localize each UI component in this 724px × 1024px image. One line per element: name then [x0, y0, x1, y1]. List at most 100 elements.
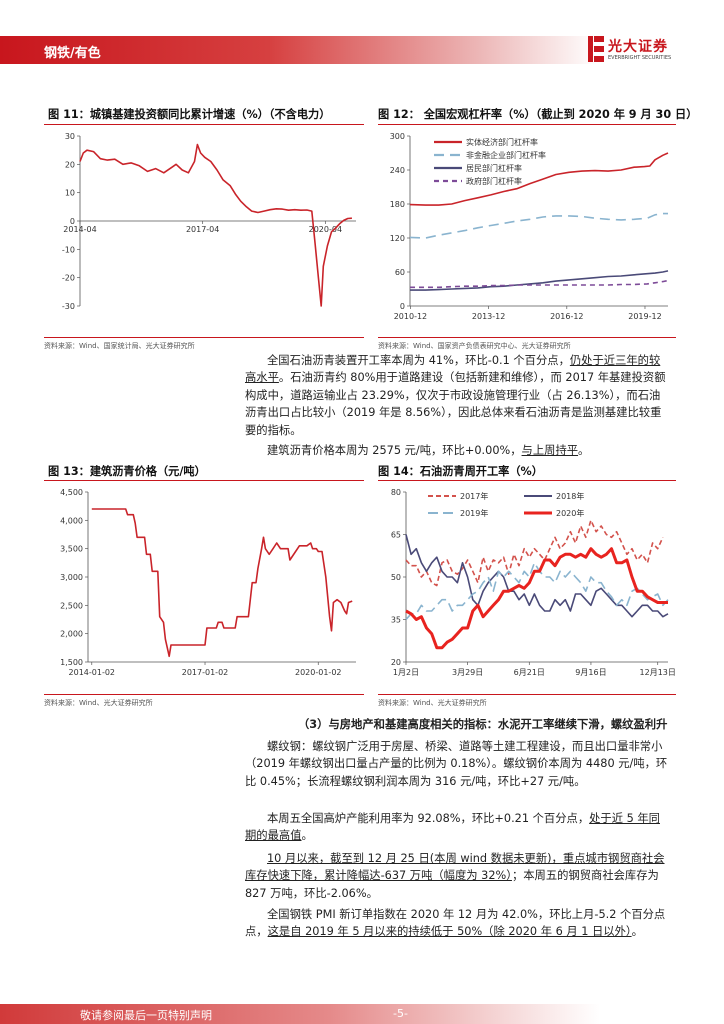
legend-label: 居民部门杠杆率: [466, 163, 522, 173]
fig12-title: 图 12： 全国宏观杠杆率（%）（截止到 2020 年 9 月 30 日）: [378, 108, 698, 121]
fig13-source: 资料来源：Wind、光大证券研究所: [44, 699, 153, 707]
series-line-1: [405, 519, 664, 587]
logo-mark-icon: [588, 36, 604, 62]
y-tick-label: 4,500: [60, 488, 83, 497]
y-tick-label: 10: [65, 189, 75, 198]
section-tag: 钢铁/有色: [44, 46, 101, 61]
x-tick-label: 2020-01-02: [295, 668, 342, 677]
header-band: [0, 36, 598, 64]
series-line-3: [405, 562, 669, 621]
para4-text-a: 本周五全国高炉产能利用率为 92.08%，环比+0.21 个百分点，: [267, 812, 590, 825]
y-tick-label: 300: [390, 132, 405, 141]
legend-label: 政府部门杠杆率: [466, 176, 522, 186]
fig12-source: 资料来源：Wind、国家资产负债表研究中心、光大证券研究所: [378, 342, 571, 350]
y-tick-label: 50: [391, 573, 401, 582]
para4-underline: 处于近 5 年同期的最高值: [245, 812, 660, 843]
x-tick-label: 2014-04: [63, 225, 96, 234]
para5-text-b: ；本周五的钢贸商社会库存为 827 万吨，环比-2.06%。: [245, 869, 659, 900]
x-tick-label: 9月16日: [575, 668, 606, 677]
para1-underline: 仍处于近三年的较高水平: [245, 354, 661, 385]
legend-label: 2017年: [460, 491, 488, 501]
y-tick-label: 2,500: [60, 601, 83, 610]
logo-text-en: EVERBRIGHT SECURITIES: [608, 55, 672, 61]
para2-text-c: 。: [578, 444, 590, 457]
y-tick-label: 2,000: [60, 630, 83, 639]
x-tick-label: 12月13日: [640, 668, 676, 677]
y-tick-label: 3,000: [60, 573, 83, 582]
y-tick-label: 1,500: [60, 658, 83, 667]
series-line-1: [409, 152, 669, 206]
para6-text-a: 全国钢铁 PMI 新订单指数在 2020 年 12 月为 42.0%，环比上月-…: [245, 908, 666, 939]
legend-label: 2020年: [556, 508, 584, 518]
para3-text: 螺纹钢：螺纹钢广泛用于房屋、桥梁、道路等土建工程建设，而且出口量非常小（2019…: [245, 740, 668, 788]
y-tick-label: 0: [400, 302, 405, 311]
para4-text-c: 。: [301, 829, 313, 843]
y-tick-label: 20: [391, 658, 401, 667]
paragraph-blast-furnace: 本周五全国高炉产能利用率为 92.08%，环比+0.21 个百分点，处于近 5 …: [245, 810, 669, 845]
y-tick-label: -30: [62, 302, 75, 311]
legend-label: 2019年: [460, 508, 488, 518]
fig11-title: 图 11：城镇基建投资额同比累计增速（%）（不含电力）: [48, 108, 331, 121]
x-tick-label: 2019-12: [628, 312, 661, 321]
fig11-title-rule: [44, 124, 364, 125]
series-line-3: [410, 270, 669, 291]
fig14-title-rule: [378, 480, 676, 481]
y-tick-label: 4,000: [60, 516, 83, 525]
fig12-source-rule: [378, 337, 676, 338]
y-tick-label: 240: [390, 166, 405, 175]
para2-text-a: 建筑沥青价格本周为 2575 元/吨，环比+0.00%，: [267, 444, 522, 457]
para5-underline: 10 月以来，截至到 12 月 25 日(本周 wind 数据未更新)，重点城市…: [245, 852, 665, 883]
fig13-source-rule: [44, 694, 364, 695]
x-tick-label: 2017-04: [186, 225, 219, 234]
y-tick-label: 180: [390, 200, 405, 209]
paragraph-asphalt-operating-rate: 全国石油沥青装置开工率本周为 41%，环比-0.1 个百分点，仍处于近三年的较高…: [245, 352, 669, 439]
x-tick-label: 2017-01-02: [182, 668, 229, 677]
x-tick-label: 1月2日: [393, 668, 419, 677]
y-tick-label: -20: [62, 274, 75, 283]
paragraph-rebar: 螺纹钢：螺纹钢广泛用于房屋、桥梁、道路等土建工程建设，而且出口量非常小（2019…: [245, 738, 669, 790]
series-line-1: [79, 143, 352, 307]
series-line-4: [405, 547, 668, 650]
x-tick-label: 2016-12: [550, 312, 583, 321]
para2-underline: 与上周持平: [521, 444, 579, 457]
fig14-title: 图 14：石油沥青周开工率（%）: [378, 465, 543, 478]
y-tick-label: 20: [65, 160, 75, 169]
fig11-chart: 30 20 10 0 -10 -20 -30 2014-04 2017-04 2020-04: [62, 132, 356, 311]
page-number: -5-: [393, 1007, 408, 1020]
y-tick-label: 35: [391, 616, 401, 625]
fig14-source-rule: [378, 694, 676, 695]
y-tick-label: -10: [62, 245, 75, 254]
y-tick-label: 65: [391, 531, 401, 540]
series-line-4: [410, 279, 669, 289]
y-tick-label: 30: [65, 132, 75, 141]
x-tick-label: 6月21日: [514, 668, 545, 677]
para1-text-a: 全国石油沥青装置开工率本周为 41%，环比-0.1 个百分点，: [267, 354, 570, 367]
fig13-title: 图 13：建筑沥青价格（元/吨）: [48, 465, 206, 478]
logo-text-cn: 光大证券: [608, 39, 668, 55]
paragraph-asphalt-price: 建筑沥青价格本周为 2575 元/吨，环比+0.00%，与上周持平。: [245, 442, 669, 459]
x-tick-label: 2010-12: [394, 312, 427, 321]
footer-disclaimer: 敬请参阅最后一页特别声明: [80, 1009, 212, 1022]
legend-label: 2018年: [556, 491, 584, 501]
x-tick-label: 3月29日: [452, 668, 483, 677]
series-line-2: [409, 212, 668, 239]
fig12-title-rule: [378, 124, 676, 125]
para1-text-c: 。石油沥青约 80%用于道路建设（包括新建和维修），而 2017 年基建投资额构…: [245, 371, 666, 437]
y-tick-label: 120: [390, 234, 405, 243]
y-tick-label: 80: [391, 488, 401, 497]
footer-band: [0, 1004, 600, 1024]
fig11-source: 资料来源：Wind、国家统计局、光大证券研究所: [44, 342, 195, 350]
para6-underline: 这是自 2019 年 5 月以来的持续低于 50%（除 2020 年 6 月 1…: [267, 925, 632, 939]
x-tick-label: 2020-04: [309, 225, 342, 234]
fig14-source: 资料来源：Wind、光大证券研究所: [378, 699, 487, 707]
company-logo: 光大证券 EVERBRIGHT SECURITIES: [588, 34, 688, 66]
y-tick-label: 60: [395, 268, 405, 277]
series-line-2: [405, 534, 669, 618]
y-tick-label: 0: [70, 217, 75, 226]
fig13-chart: 4,500 4,000 3,500 3,000 2,500 2,000 1,5002014-…: [60, 488, 356, 677]
fig13-title-rule: [44, 480, 364, 481]
section3-heading: （3）与房地产和基建高度相关的指标：水泥开工率继续下滑，螺纹盈利升: [298, 718, 668, 731]
para6-text-c: 。: [631, 925, 643, 939]
